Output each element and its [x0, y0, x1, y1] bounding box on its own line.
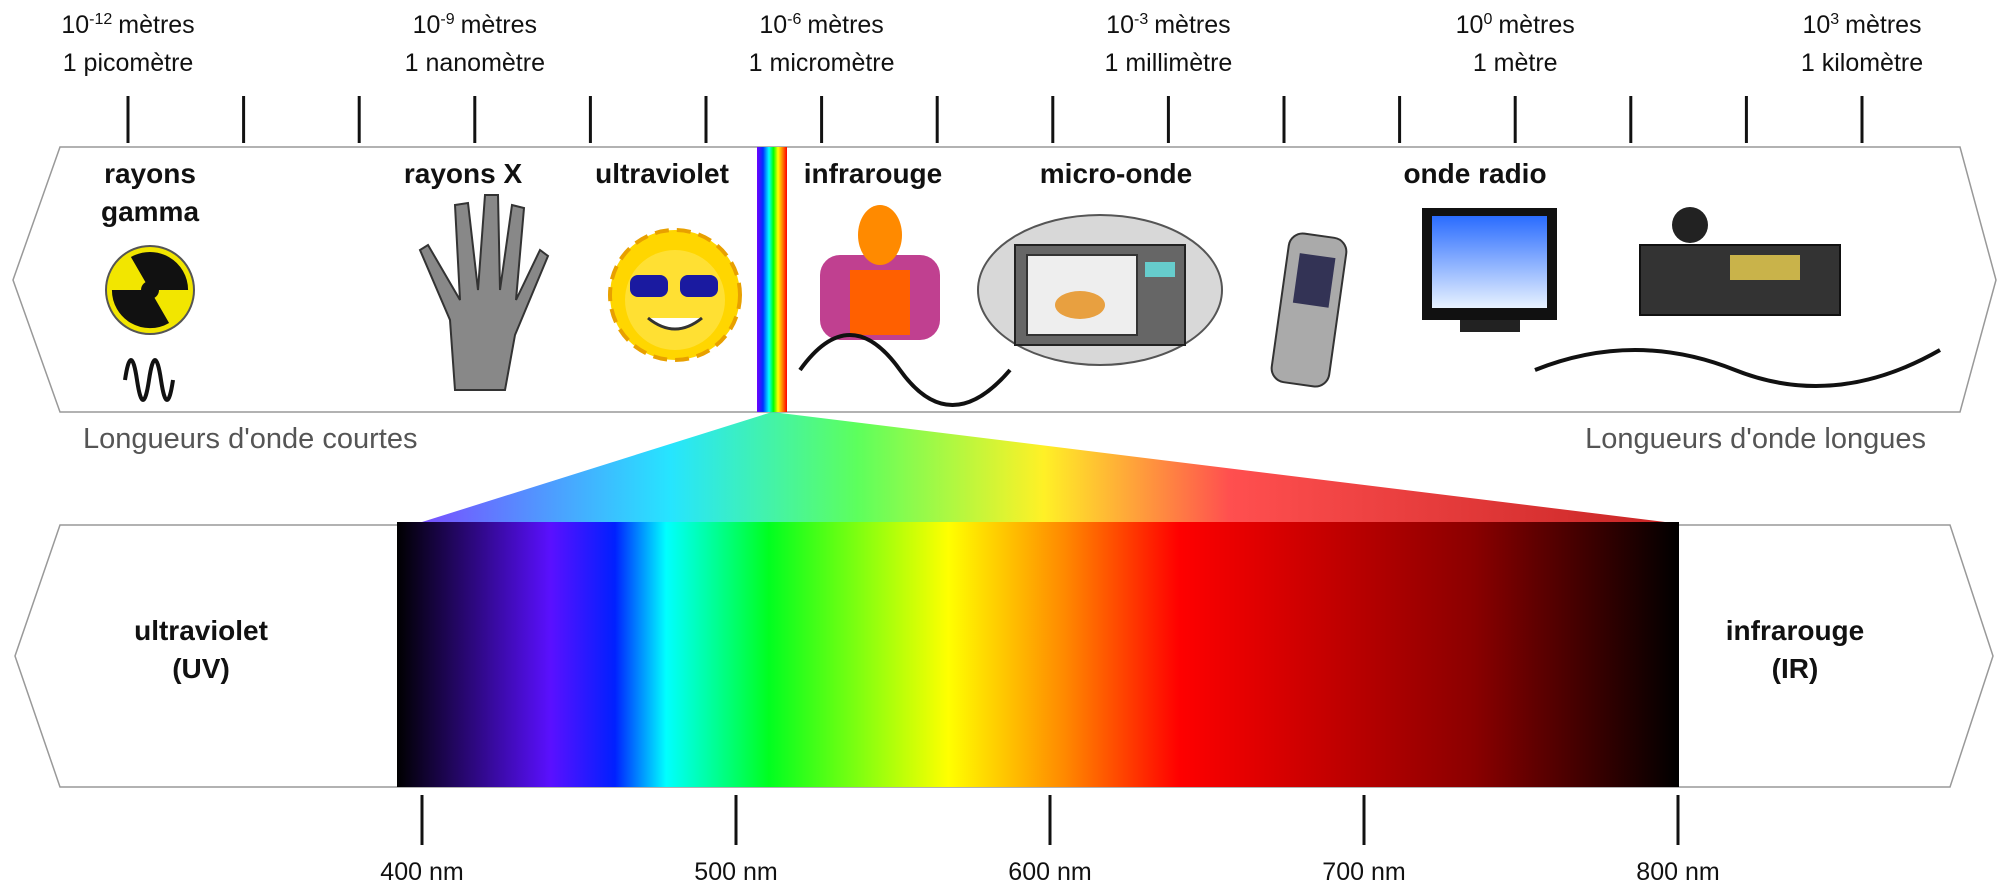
scale-name: 1 nanomètre: [405, 49, 545, 77]
scale-power: 10-9 mètres: [413, 11, 537, 39]
icon-radiation: [105, 245, 195, 402]
band-label: gamma: [101, 196, 199, 227]
nm-label: 600 nm: [1008, 858, 1091, 886]
band-label: onde radio: [1403, 158, 1546, 189]
band-label: rayons: [104, 158, 196, 189]
scale-power: 10-3 mètres: [1106, 11, 1230, 39]
visible-spectrum: [397, 522, 1679, 787]
ir-label: (IR): [1772, 653, 1819, 684]
power-unit: mètres: [461, 11, 537, 39]
power-unit: mètres: [1498, 11, 1574, 39]
power-exp: 0: [1483, 11, 1492, 28]
nm-label: 400 nm: [380, 858, 463, 886]
scale-power: 10-12 mètres: [61, 11, 194, 39]
power-exp: -9: [440, 11, 454, 28]
power-base: 10: [61, 11, 89, 39]
power-base: 10: [1456, 11, 1484, 39]
power-exp: -3: [1134, 11, 1148, 28]
power-unit: mètres: [1845, 11, 1921, 39]
visible-labels: ultraviolet (UV) infrarouge (IR) 400 nm 500 n…: [134, 615, 1864, 886]
long-label: Longueurs d'onde longues: [1585, 423, 1926, 455]
power-base: 10: [1802, 11, 1830, 39]
scale-power: 100 mètres: [1456, 11, 1575, 39]
scale-ticks: [126, 96, 1864, 143]
scale-name: 1 kilomètre: [1801, 49, 1923, 77]
uv-label: (UV): [172, 653, 230, 684]
icon-sun: [608, 228, 742, 362]
band-label: micro-onde: [1040, 158, 1192, 189]
ir-label: infrarouge: [1726, 615, 1864, 646]
icon-tv: [1422, 208, 1557, 332]
visible-strip: [757, 147, 787, 412]
icon-xray-hand: [418, 194, 550, 391]
scale-name: 1 mètre: [1473, 49, 1558, 77]
power-unit: mètres: [118, 11, 194, 39]
band-labels: rayons gamma rayons X ultraviolet infrarouge…: [101, 158, 1547, 227]
icon-phone: [1270, 232, 1348, 388]
power-exp: -6: [787, 11, 801, 28]
power-base: 10: [413, 11, 441, 39]
power-unit: mètres: [807, 11, 883, 39]
icon-thermal-person: [798, 205, 1012, 407]
power-unit: mètres: [1154, 11, 1230, 39]
scale-power: 10-6 mètres: [759, 11, 883, 39]
scale-name: 1 micromètre: [749, 49, 895, 77]
power-exp: -12: [89, 11, 112, 28]
band-label: rayons X: [404, 158, 523, 189]
scale-power: 103 mètres: [1802, 11, 1921, 39]
nm-label: 500 nm: [694, 858, 777, 886]
icon-microwave: [977, 214, 1223, 366]
scale-name: 1 picomètre: [63, 49, 194, 77]
icon-radio: [1534, 207, 1941, 388]
scale-name: 1 millimètre: [1105, 49, 1233, 77]
nm-label: 800 nm: [1636, 858, 1719, 886]
uv-label: ultraviolet: [134, 615, 268, 646]
spectrum-fan: [422, 412, 1665, 522]
power-base: 10: [759, 11, 787, 39]
power-exp: 3: [1830, 11, 1839, 28]
nm-label: 700 nm: [1322, 858, 1405, 886]
power-base: 10: [1106, 11, 1134, 39]
short-label: Longueurs d'onde courtes: [83, 423, 417, 455]
band-label: ultraviolet: [595, 158, 729, 189]
band-label: infrarouge: [804, 158, 942, 189]
